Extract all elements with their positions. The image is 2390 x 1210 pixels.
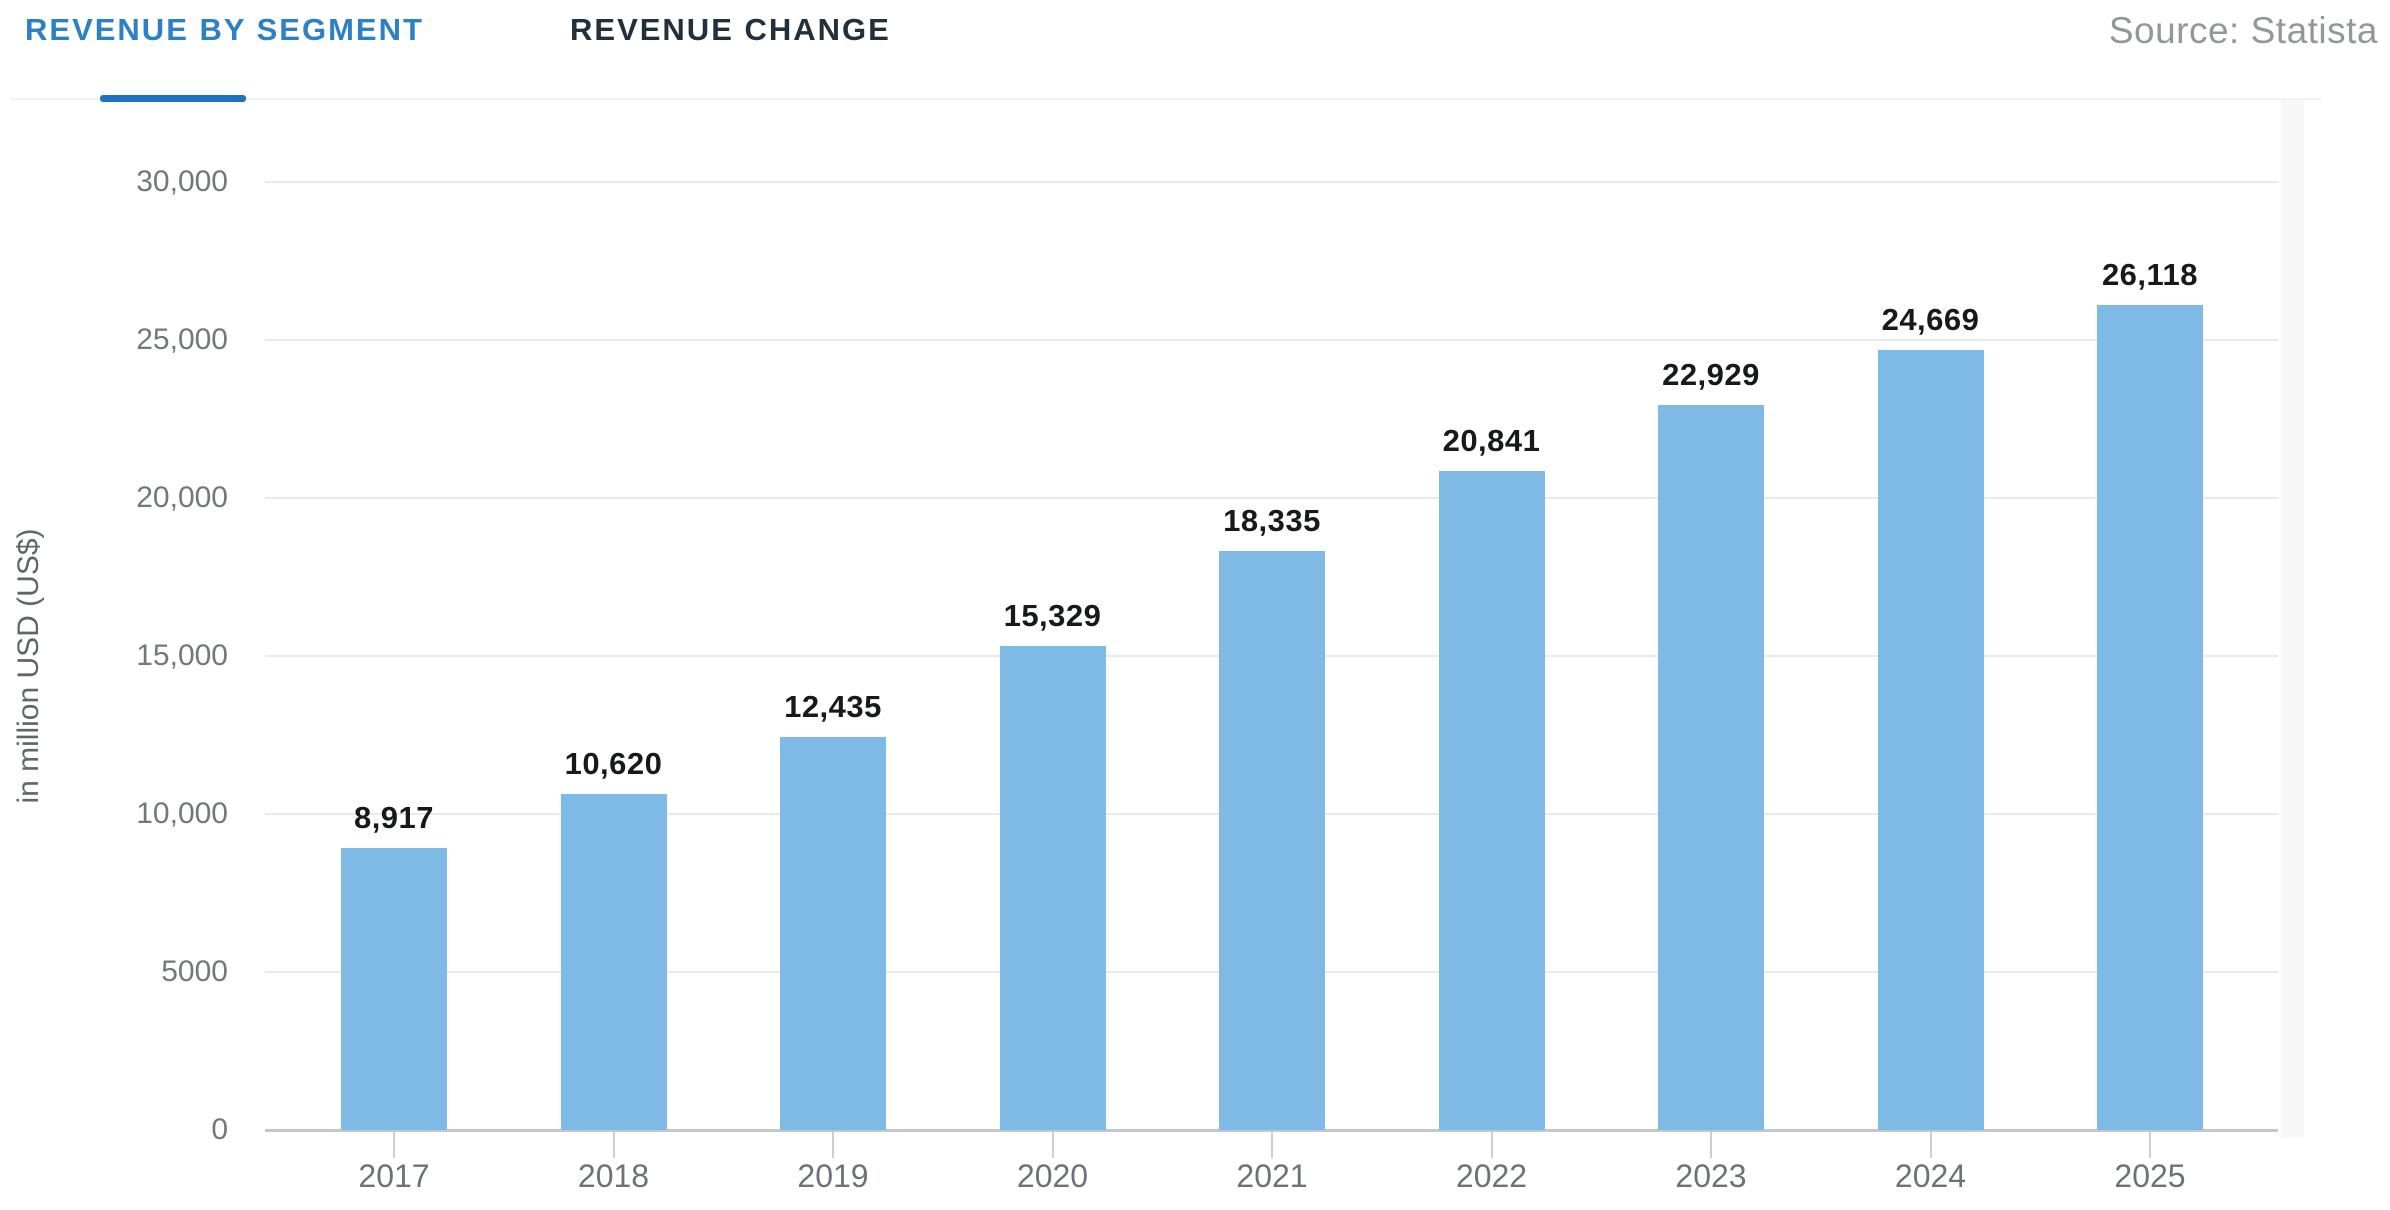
bar-value-label: 20,841 — [1442, 423, 1541, 459]
x-tick-label-2019: 2019 — [797, 1158, 869, 1194]
y-tick-label: 20,000 — [136, 481, 228, 514]
x-tick — [1929, 1132, 1932, 1158]
y-tick-label: 10,000 — [136, 797, 228, 830]
x-tick-label-2017: 2017 — [358, 1158, 430, 1194]
x-tick — [1490, 1132, 1493, 1158]
x-tick — [393, 1132, 395, 1158]
x-tick — [1271, 1132, 1273, 1158]
bar-value-label: 12,435 — [784, 689, 882, 725]
bar-2019[interactable] — [780, 737, 886, 1130]
y-tick-label: 0 — [211, 1113, 228, 1146]
tab-revenue-by-segment[interactable]: REVENUE BY SEGMENT — [25, 12, 424, 47]
x-tick — [1710, 1132, 1712, 1158]
bar-2021[interactable] — [1219, 550, 1325, 1130]
bar-value-label: 8,917 — [353, 800, 435, 836]
gridline-20000 — [265, 497, 2278, 499]
bar-2022[interactable] — [1438, 471, 1545, 1130]
bar-2018[interactable] — [560, 794, 667, 1130]
x-tick-label-2023: 2023 — [1675, 1158, 1747, 1194]
x-tick — [2149, 1132, 2151, 1158]
gridline-30000 — [265, 181, 2278, 183]
plot-right-edge-band — [2281, 100, 2304, 1138]
x-tick — [1051, 1132, 1054, 1158]
x-tick — [612, 1132, 615, 1158]
x-tick-label-2025: 2025 — [2114, 1158, 2186, 1194]
gridline-25000 — [265, 339, 2278, 341]
y-tick-label: 15,000 — [136, 639, 228, 672]
x-axis-line — [265, 1129, 2278, 1132]
tabs-divider — [10, 98, 2322, 100]
bar-2025[interactable] — [2097, 304, 2203, 1130]
bar-2017[interactable] — [341, 848, 447, 1130]
bar-value-label: 26,118 — [2101, 256, 2199, 292]
y-tick-label: 5000 — [161, 955, 228, 988]
bar-value-label: 22,929 — [1662, 357, 1760, 393]
bar-2023[interactable] — [1658, 405, 1764, 1130]
x-tick-label-2018: 2018 — [577, 1158, 650, 1194]
bar-2020[interactable] — [999, 645, 1106, 1130]
x-tick-label-2022: 2022 — [1455, 1158, 1528, 1194]
bar-chart: in million USD (US$) 0 5000 10,000 15,000 20… — [0, 100, 2390, 1210]
tab-revenue-change[interactable]: REVENUE CHANGE — [570, 12, 891, 47]
x-tick-label-2020: 2020 — [1016, 1158, 1089, 1194]
y-tick-label: 25,000 — [136, 323, 228, 356]
x-tick-label-2024: 2024 — [1894, 1158, 1967, 1194]
bar-value-label: 24,669 — [1881, 302, 1980, 338]
source-label: Source: Statista — [2108, 10, 2378, 51]
x-tick — [832, 1132, 834, 1158]
y-tick-label: 30,000 — [136, 165, 228, 198]
bar-value-label: 18,335 — [1223, 502, 1321, 538]
bar-value-label: 10,620 — [564, 746, 663, 782]
bar-2024[interactable] — [1877, 350, 1984, 1130]
x-tick-label-2021: 2021 — [1236, 1158, 1308, 1194]
bar-value-label: 15,329 — [1003, 597, 1102, 633]
active-tab-indicator — [100, 95, 246, 102]
